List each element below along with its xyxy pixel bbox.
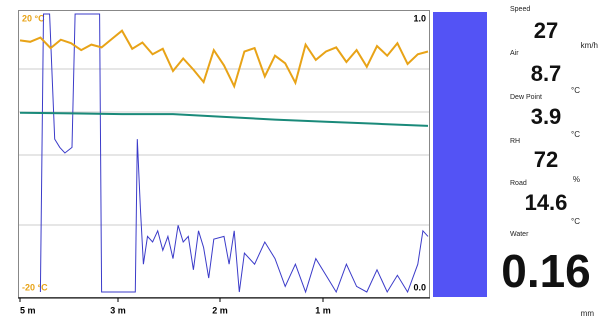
- readout-unit: mm: [581, 309, 595, 318]
- readout-value: 3.9: [531, 104, 562, 129]
- readout-value: 8.7: [531, 61, 562, 86]
- x-tick-label: 1 m: [315, 305, 331, 315]
- readout-value: 0.16: [501, 245, 591, 297]
- readout-label: Road: [510, 180, 527, 187]
- water-bar: [433, 12, 487, 297]
- readout-label: Water: [510, 231, 529, 238]
- readout-label: RH: [510, 138, 520, 145]
- x-tick-label: 3 m: [110, 305, 126, 315]
- series-line: [19, 29, 429, 90]
- readout-value: 72: [534, 147, 558, 172]
- series-line: [39, 13, 429, 294]
- readout-value: 27: [534, 18, 558, 43]
- y2-tick-label: 1.0: [413, 13, 426, 23]
- readout-label: Speed: [510, 6, 530, 13]
- readout-value: 14.6: [525, 190, 568, 215]
- x-tick-label: 2 m: [212, 305, 228, 315]
- readout-label: Dew Point: [510, 94, 542, 101]
- readout-label: Air: [510, 50, 519, 57]
- readout-unit: °C: [571, 217, 580, 226]
- y-tick-label: -20 °C: [22, 282, 48, 292]
- x-tick-label: 5 m: [20, 305, 36, 315]
- readout-unit: °C: [571, 130, 580, 139]
- series-line: [19, 111, 429, 127]
- readout-unit: °C: [571, 86, 580, 95]
- readout-unit: km/h: [581, 41, 598, 50]
- y-tick-label: 20 °C: [22, 13, 45, 23]
- readout-unit: %: [573, 175, 580, 184]
- y2-tick-label: 0.0: [413, 282, 426, 292]
